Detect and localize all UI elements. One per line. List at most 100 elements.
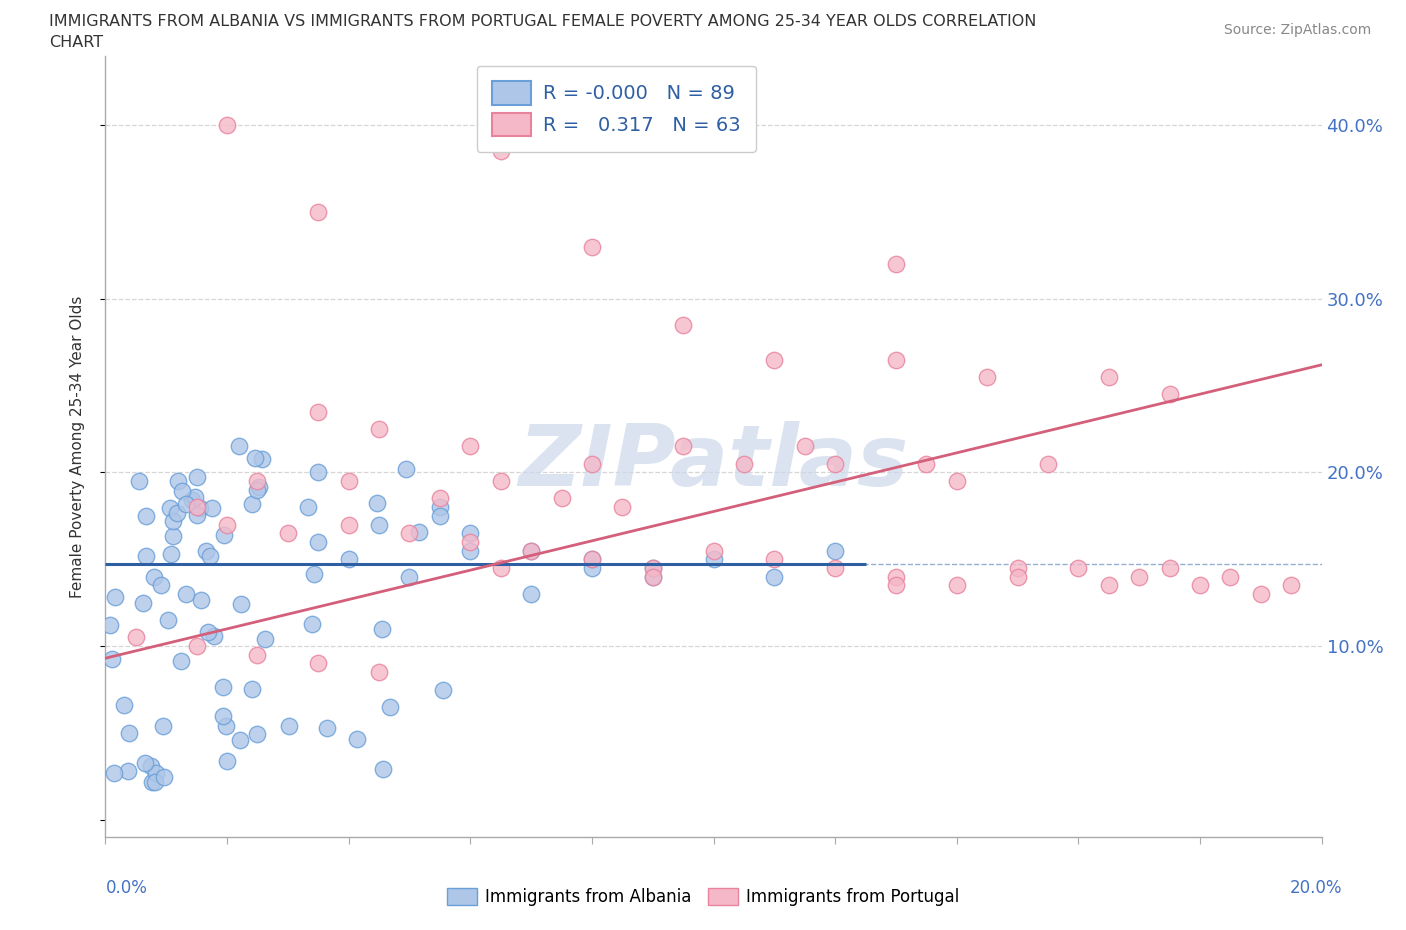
- Point: [581, 239, 603, 254]
- Text: Source: ZipAtlas.com: Source: ZipAtlas.com: [1223, 23, 1371, 37]
- Point: [793, 439, 815, 454]
- Point: [228, 439, 250, 454]
- Point: [246, 726, 269, 741]
- Point: [215, 753, 238, 768]
- Point: [231, 596, 253, 611]
- Point: [246, 647, 269, 662]
- Point: [212, 680, 235, 695]
- Point: [172, 484, 194, 498]
- Point: [612, 499, 634, 514]
- Point: [1007, 569, 1029, 584]
- Point: [520, 543, 543, 558]
- Point: [195, 543, 218, 558]
- Point: [1007, 561, 1029, 576]
- Point: [128, 473, 150, 488]
- Point: [103, 765, 125, 780]
- Point: [1036, 457, 1059, 472]
- Point: [1159, 387, 1181, 402]
- Point: [217, 517, 239, 532]
- Y-axis label: Female Poverty Among 25-34 Year Olds: Female Poverty Among 25-34 Year Olds: [70, 295, 84, 598]
- Point: [1159, 561, 1181, 576]
- Point: [458, 543, 481, 558]
- Point: [211, 709, 233, 724]
- Point: [641, 569, 664, 584]
- Point: [132, 595, 155, 610]
- Point: [125, 630, 148, 644]
- Point: [186, 499, 208, 514]
- Point: [884, 352, 907, 367]
- Point: [153, 769, 176, 784]
- Point: [337, 551, 360, 566]
- Point: [166, 506, 188, 521]
- Point: [200, 500, 222, 515]
- Point: [370, 622, 392, 637]
- Point: [247, 480, 270, 495]
- Point: [763, 352, 786, 367]
- Point: [143, 775, 166, 790]
- Point: [215, 719, 238, 734]
- Point: [104, 590, 127, 604]
- Point: [763, 569, 786, 584]
- Point: [520, 543, 543, 558]
- Point: [1098, 369, 1121, 384]
- Point: [884, 569, 907, 584]
- Point: [180, 492, 202, 507]
- Point: [346, 732, 368, 747]
- Point: [489, 473, 512, 488]
- Point: [162, 513, 184, 528]
- Point: [246, 473, 269, 488]
- Point: [1279, 578, 1302, 592]
- Point: [245, 450, 267, 465]
- Text: CHART: CHART: [49, 35, 103, 50]
- Point: [368, 665, 391, 680]
- Point: [458, 439, 481, 454]
- Point: [229, 733, 252, 748]
- Point: [160, 547, 183, 562]
- Point: [307, 205, 329, 219]
- Point: [641, 561, 664, 576]
- Point: [246, 483, 269, 498]
- Point: [277, 719, 299, 734]
- Point: [202, 629, 225, 644]
- Point: [884, 578, 907, 592]
- Point: [190, 592, 212, 607]
- Point: [184, 490, 207, 505]
- Point: [188, 501, 211, 516]
- Point: [641, 569, 664, 584]
- Point: [134, 755, 156, 770]
- Point: [672, 439, 695, 454]
- Point: [152, 719, 174, 734]
- Point: [550, 491, 572, 506]
- Point: [253, 631, 276, 646]
- Point: [489, 561, 512, 576]
- Point: [149, 578, 172, 592]
- Point: [398, 569, 420, 584]
- Point: [945, 578, 967, 592]
- Point: [378, 699, 401, 714]
- Point: [174, 497, 197, 512]
- Point: [976, 369, 998, 384]
- Legend: Immigrants from Albania, Immigrants from Portugal: Immigrants from Albania, Immigrants from…: [440, 881, 966, 912]
- Point: [297, 499, 319, 514]
- Point: [186, 470, 208, 485]
- Point: [217, 118, 239, 133]
- Point: [167, 473, 190, 488]
- Point: [307, 656, 329, 671]
- Point: [307, 405, 329, 419]
- Point: [824, 543, 846, 558]
- Point: [429, 499, 451, 514]
- Point: [186, 507, 208, 522]
- Point: [157, 612, 180, 627]
- Point: [581, 561, 603, 576]
- Point: [307, 535, 329, 550]
- Point: [824, 457, 846, 472]
- Point: [1098, 578, 1121, 592]
- Point: [1219, 569, 1241, 584]
- Point: [145, 765, 167, 780]
- Point: [581, 457, 603, 472]
- Point: [733, 457, 755, 472]
- Point: [301, 617, 323, 631]
- Point: [432, 683, 454, 698]
- Point: [368, 517, 391, 532]
- Point: [581, 551, 603, 566]
